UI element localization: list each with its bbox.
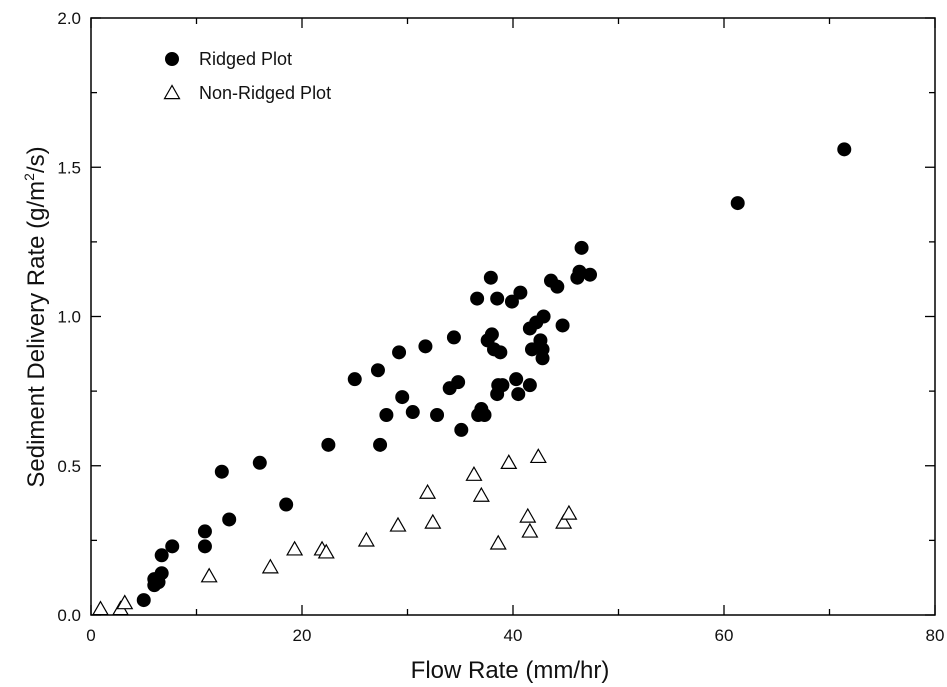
data-point-ridged	[555, 318, 570, 333]
axis-tick-labels: 0 20 40 60 80 0.0 0.5 1.0 1.5 2.0	[57, 9, 944, 645]
x-tick-label: 0	[86, 626, 95, 645]
data-point-non-ridged	[116, 594, 134, 610]
data-point-non-ridged	[357, 531, 375, 547]
data-point-ridged	[379, 408, 394, 423]
y-tick-label: 1.5	[57, 158, 81, 177]
data-point-ridged	[509, 372, 524, 387]
y-tick-label: 2.0	[57, 9, 81, 28]
data-point-ridged	[395, 390, 410, 405]
data-point-non-ridged	[472, 486, 490, 502]
data-point-ridged	[446, 330, 461, 345]
plot-frame	[90, 17, 936, 616]
data-point-ridged	[484, 327, 499, 342]
data-point-ridged	[490, 291, 505, 306]
legend-marker-non-ridged-plot	[163, 84, 181, 100]
data-point-non-ridged	[519, 507, 537, 523]
data-point-ridged	[165, 539, 180, 554]
series-non-ridged-plot	[91, 448, 578, 616]
data-points	[91, 142, 852, 616]
y-axis-title-end: /s)	[23, 146, 50, 173]
y-tick-label: 0.0	[57, 606, 81, 625]
data-point-non-ridged	[489, 534, 507, 550]
data-point-ridged	[536, 309, 551, 324]
data-point-ridged	[279, 497, 294, 512]
data-point-non-ridged	[521, 522, 539, 538]
data-point-ridged	[405, 405, 420, 420]
data-point-non-ridged	[419, 483, 437, 499]
data-point-ridged	[477, 408, 492, 423]
data-point-ridged	[583, 267, 598, 282]
x-tick-label: 40	[504, 626, 523, 645]
data-point-non-ridged	[200, 567, 218, 583]
data-point-ridged	[392, 345, 407, 360]
data-point-ridged	[483, 270, 498, 285]
data-point-ridged	[373, 437, 388, 452]
axis-ticks	[90, 17, 936, 616]
data-point-ridged	[197, 524, 212, 539]
legend-item-ridged-plot: Ridged Plot	[165, 49, 292, 69]
legend-label-ridged-plot: Ridged Plot	[199, 49, 292, 69]
data-point-non-ridged	[286, 540, 304, 556]
data-point-ridged	[214, 464, 229, 479]
data-point-ridged	[470, 291, 485, 306]
data-point-ridged	[197, 539, 212, 554]
data-point-ridged	[252, 455, 267, 470]
data-point-ridged	[454, 422, 469, 437]
data-point-non-ridged	[389, 516, 407, 532]
legend-label-non-ridged-plot: Non-Ridged Plot	[199, 83, 331, 103]
y-tick-label: 1.0	[57, 308, 81, 327]
data-point-non-ridged	[560, 504, 578, 520]
data-point-ridged	[493, 345, 508, 360]
data-point-ridged	[136, 593, 151, 608]
data-point-ridged	[222, 512, 237, 527]
x-axis-title: Flow Rate (mm/hr)	[411, 657, 610, 684]
data-point-non-ridged	[261, 558, 279, 574]
data-point-ridged	[347, 372, 362, 387]
data-point-ridged	[418, 339, 433, 354]
data-point-non-ridged	[500, 454, 518, 469]
data-point-non-ridged	[555, 513, 573, 529]
data-point-ridged	[574, 240, 589, 255]
data-point-ridged	[495, 378, 510, 393]
data-point-ridged	[451, 375, 466, 390]
data-point-ridged	[321, 437, 336, 452]
legend: Ridged Plot Non-Ridged Plot	[163, 49, 331, 103]
series-ridged-plot	[136, 142, 852, 608]
data-point-ridged	[513, 285, 528, 300]
y-tick-label: 0.5	[57, 457, 81, 476]
data-point-ridged	[511, 387, 526, 402]
data-point-non-ridged	[91, 600, 110, 616]
data-point-non-ridged	[529, 448, 547, 464]
y-axis-title: Sediment Delivery Rate (g/m2/s)	[21, 146, 50, 487]
data-point-non-ridged	[424, 513, 442, 529]
y-axis-title-main: Sediment Delivery Rate (g/m	[23, 181, 50, 488]
data-point-non-ridged	[317, 543, 335, 559]
data-point-ridged	[522, 378, 537, 393]
x-tick-label: 80	[926, 626, 945, 645]
data-point-non-ridged	[465, 465, 483, 481]
legend-item-non-ridged-plot: Non-Ridged Plot	[163, 83, 331, 103]
data-point-ridged	[370, 363, 385, 378]
x-tick-label: 20	[293, 626, 312, 645]
data-point-ridged	[430, 408, 445, 423]
data-point-ridged	[550, 279, 565, 294]
data-point-ridged	[730, 196, 745, 211]
x-tick-label: 60	[715, 626, 734, 645]
data-point-ridged	[154, 566, 169, 581]
data-point-ridged	[837, 142, 852, 157]
data-point-ridged	[154, 548, 169, 563]
legend-marker-ridged-plot	[165, 52, 179, 66]
y-axis-title-superscript: 2	[21, 173, 37, 181]
data-point-ridged	[504, 294, 519, 309]
data-point-ridged	[535, 342, 550, 357]
